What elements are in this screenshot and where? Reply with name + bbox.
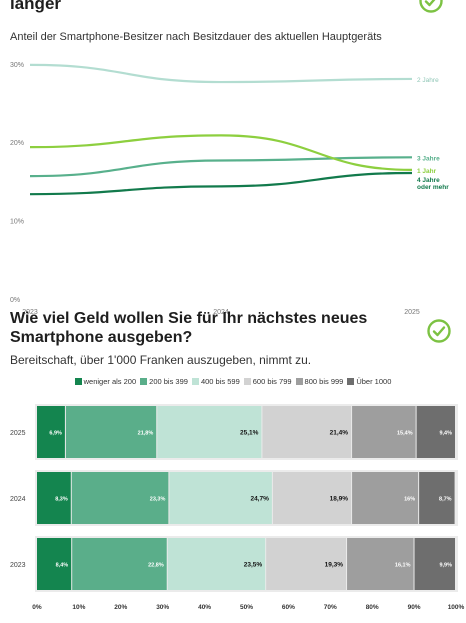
- x-tick-label: 90%: [408, 604, 421, 611]
- category-label: 2024: [10, 496, 26, 503]
- bar-value-label: 9,4%: [439, 431, 452, 437]
- bar-chart-legend: weniger als 200 200 bis 399 400 bis 599 600…: [0, 377, 466, 386]
- x-tick-label: 2024: [213, 309, 229, 316]
- bar-segment: [37, 538, 72, 590]
- bar-chart-panel: Wie viel Geld wollen Sie für Ihr nächste…: [0, 310, 466, 623]
- bar-value-label: 16,1%: [395, 563, 411, 569]
- bar-segment: [352, 406, 416, 458]
- bar-value-label: 25,1%: [240, 430, 259, 437]
- line-chart-subtitle: Anteil der Smartphone-Besitzer nach Besi…: [10, 31, 382, 43]
- x-tick-label: 80%: [366, 604, 379, 611]
- line-chart-title: länger: [10, 0, 62, 13]
- x-tick-label: 10%: [72, 604, 85, 611]
- series-label: 1 Jahr: [417, 168, 437, 175]
- bar-value-label: 21,8%: [138, 431, 154, 437]
- legend-label: 200 bis 399: [149, 377, 188, 386]
- y-tick-label: 20%: [10, 140, 24, 147]
- checkmark-icon: [427, 319, 451, 343]
- checkmark-icon: [419, 0, 443, 13]
- bar-value-label: 6,9%: [49, 431, 62, 437]
- y-tick-label: 0%: [10, 297, 20, 304]
- x-tick-label: 40%: [198, 604, 211, 611]
- bar-chart-subtitle: Bereitschaft, über 1'000 Franken auszuge…: [10, 353, 312, 367]
- series-label: 3 Jahre: [417, 155, 440, 162]
- x-tick-label: 30%: [156, 604, 169, 611]
- bar-value-label: 22,8%: [148, 563, 164, 569]
- series-line-3-jahre: [29, 156, 413, 178]
- bar-value-label: 21,4%: [330, 430, 349, 437]
- bar-segment: [169, 472, 272, 524]
- stacked-bar-chart: 2025 6,9% 21,8% 25,1% 21,4% 15,4% 9,4% 2024 8,3%…: [10, 404, 465, 611]
- x-tick-label: 2023: [22, 309, 38, 316]
- bar-segment: [71, 472, 169, 524]
- legend-item: 200 bis 399: [140, 377, 188, 386]
- bar-value-label: 24,7%: [250, 496, 269, 503]
- legend-label: 800 bis 999: [304, 377, 344, 386]
- series-line-2-jahre: [29, 63, 413, 84]
- series-line-4-jahre-oder-mehr: [29, 171, 413, 196]
- x-tick-label: 50%: [240, 604, 253, 611]
- bar-value-label: 8,3%: [55, 497, 68, 503]
- bar-segment: [266, 538, 347, 590]
- bar-value-label: 16%: [404, 497, 415, 503]
- x-tick-label: 70%: [324, 604, 337, 611]
- bar-chart-title-line1: Wie viel Geld wollen Sie für Ihr nächste…: [10, 310, 368, 327]
- y-tick-label: 30%: [10, 62, 24, 69]
- x-tick-label: 20%: [114, 604, 127, 611]
- bar-chart-title-line2: Smartphone ausgeben?: [10, 329, 193, 346]
- legend-swatch: [243, 378, 251, 385]
- legend-label: 400 bis 599: [200, 377, 240, 386]
- legend-item: 600 bis 799: [243, 377, 292, 386]
- series-line-1-jahr: [29, 134, 413, 171]
- x-tick-label: 60%: [282, 604, 295, 611]
- y-tick-label: 10%: [10, 219, 24, 226]
- x-tick-label: 100%: [448, 604, 465, 611]
- series-label: oder mehr: [417, 184, 449, 191]
- line-chart-panel: länger Anteil der Smartphone-Besitzer na…: [10, 0, 450, 316]
- bar-value-label: 8,7%: [439, 497, 452, 503]
- bar-segment: [72, 538, 167, 590]
- bar-value-label: 9,9%: [439, 563, 452, 569]
- bar-value-label: 23,3%: [150, 497, 166, 503]
- bar-value-label: 18,9%: [330, 496, 349, 503]
- legend-item: Über 1000: [347, 377, 391, 386]
- legend-item: 400 bis 599: [191, 377, 240, 386]
- legend-label: 600 bis 799: [252, 377, 292, 386]
- bar-segment: [272, 472, 352, 524]
- bar-segment: [347, 538, 414, 590]
- bar-value-label: 19,3%: [325, 562, 344, 569]
- bar-value-label: 8,4%: [56, 563, 69, 569]
- bar-segment: [262, 406, 352, 458]
- legend-swatch: [347, 378, 355, 385]
- bar-segment: [419, 472, 455, 524]
- bar-segment: [65, 406, 157, 458]
- legend-swatch: [140, 378, 148, 385]
- legend-label: Über 1000: [356, 377, 392, 386]
- bar-segment: [352, 472, 419, 524]
- legend-swatch: [191, 378, 199, 385]
- series-label: 4 Jahre: [417, 177, 440, 184]
- legend-swatch: [74, 378, 82, 385]
- bar-segment: [414, 538, 455, 590]
- legend-item: 800 bis 999: [295, 377, 344, 386]
- bar-segment: [157, 406, 262, 458]
- bar-value-label: 23,5%: [244, 562, 263, 569]
- x-tick-label: 2025: [404, 309, 420, 316]
- legend-swatch: [295, 378, 303, 385]
- bar-segment: [37, 472, 71, 524]
- line-chart: 0% 10% 20% 30% 2023 2024 2025 2 Jahre 3 Jahre 1 J…: [10, 62, 449, 316]
- legend-item: weniger als 200: [74, 377, 137, 386]
- bar-segment: [37, 406, 65, 458]
- bar-value-label: 15,4%: [397, 431, 413, 437]
- category-label: 2023: [10, 562, 26, 569]
- bar-segment: [167, 538, 266, 590]
- series-label: 2 Jahre: [417, 77, 439, 84]
- category-label: 2025: [10, 430, 26, 437]
- bar-segment: [416, 406, 455, 458]
- x-tick-label: 0%: [32, 604, 42, 611]
- legend-label: weniger als 200: [83, 377, 137, 386]
